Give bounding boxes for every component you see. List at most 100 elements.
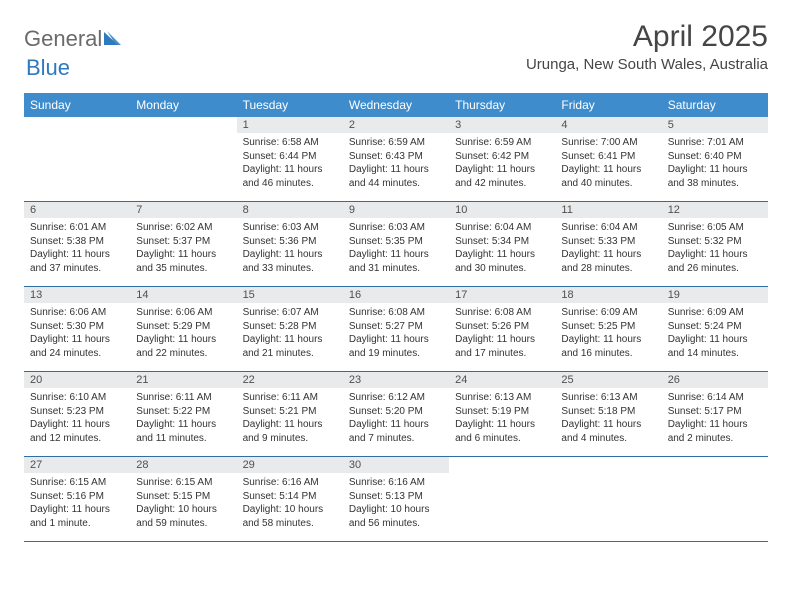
calendar-week-row: 13Sunrise: 6:06 AMSunset: 5:30 PMDayligh… [24,287,768,372]
day-details: Sunrise: 6:13 AMSunset: 5:19 PMDaylight:… [449,388,555,449]
calendar-day-cell: 5Sunrise: 7:01 AMSunset: 6:40 PMDaylight… [662,117,768,202]
day-details: Sunrise: 6:59 AMSunset: 6:42 PMDaylight:… [449,133,555,194]
calendar-day-cell: 18Sunrise: 6:09 AMSunset: 5:25 PMDayligh… [555,287,661,372]
calendar-week-row: 20Sunrise: 6:10 AMSunset: 5:23 PMDayligh… [24,372,768,457]
calendar-page: General April 2025 Urunga, New South Wal… [0,0,792,562]
calendar-day-cell: 20Sunrise: 6:10 AMSunset: 5:23 PMDayligh… [24,372,130,457]
day-details: Sunrise: 6:15 AMSunset: 5:15 PMDaylight:… [130,473,236,534]
day-number: 30 [343,457,449,473]
calendar-day-cell [24,117,130,202]
day-details: Sunrise: 6:06 AMSunset: 5:29 PMDaylight:… [130,303,236,364]
day-details: Sunrise: 6:58 AMSunset: 6:44 PMDaylight:… [237,133,343,194]
calendar-day-cell: 10Sunrise: 6:04 AMSunset: 5:34 PMDayligh… [449,202,555,287]
day-number: 19 [662,287,768,303]
day-details: Sunrise: 6:04 AMSunset: 5:34 PMDaylight:… [449,218,555,279]
day-details: Sunrise: 6:05 AMSunset: 5:32 PMDaylight:… [662,218,768,279]
calendar-day-cell: 24Sunrise: 6:13 AMSunset: 5:19 PMDayligh… [449,372,555,457]
day-number: 20 [24,372,130,388]
calendar-day-cell: 17Sunrise: 6:08 AMSunset: 5:26 PMDayligh… [449,287,555,372]
location-subtitle: Urunga, New South Wales, Australia [526,56,768,73]
calendar-day-cell: 23Sunrise: 6:12 AMSunset: 5:20 PMDayligh… [343,372,449,457]
title-block: April 2025 Urunga, New South Wales, Aust… [526,20,768,73]
calendar-day-cell: 26Sunrise: 6:14 AMSunset: 5:17 PMDayligh… [662,372,768,457]
calendar-day-cell: 2Sunrise: 6:59 AMSunset: 6:43 PMDaylight… [343,117,449,202]
day-details: Sunrise: 6:14 AMSunset: 5:17 PMDaylight:… [662,388,768,449]
day-number: 7 [130,202,236,218]
calendar-day-cell: 22Sunrise: 6:11 AMSunset: 5:21 PMDayligh… [237,372,343,457]
day-number: 27 [24,457,130,473]
calendar-day-cell: 8Sunrise: 6:03 AMSunset: 5:36 PMDaylight… [237,202,343,287]
day-number: 25 [555,372,661,388]
day-details: Sunrise: 6:16 AMSunset: 5:13 PMDaylight:… [343,473,449,534]
day-details: Sunrise: 6:02 AMSunset: 5:37 PMDaylight:… [130,218,236,279]
day-number: 10 [449,202,555,218]
calendar-day-cell: 29Sunrise: 6:16 AMSunset: 5:14 PMDayligh… [237,457,343,542]
day-number: 12 [662,202,768,218]
logo-text-blue: Blue [26,55,70,80]
calendar-day-cell: 9Sunrise: 6:03 AMSunset: 5:35 PMDaylight… [343,202,449,287]
day-details: Sunrise: 6:11 AMSunset: 5:22 PMDaylight:… [130,388,236,449]
day-number: 11 [555,202,661,218]
logo: General [24,26,128,52]
day-number: 15 [237,287,343,303]
day-details: Sunrise: 6:04 AMSunset: 5:33 PMDaylight:… [555,218,661,279]
calendar-body: 1Sunrise: 6:58 AMSunset: 6:44 PMDaylight… [24,117,768,542]
day-details: Sunrise: 6:10 AMSunset: 5:23 PMDaylight:… [24,388,130,449]
calendar-day-cell: 30Sunrise: 6:16 AMSunset: 5:13 PMDayligh… [343,457,449,542]
calendar-day-cell: 28Sunrise: 6:15 AMSunset: 5:15 PMDayligh… [130,457,236,542]
calendar-day-cell: 15Sunrise: 6:07 AMSunset: 5:28 PMDayligh… [237,287,343,372]
calendar-day-cell: 4Sunrise: 7:00 AMSunset: 6:41 PMDaylight… [555,117,661,202]
calendar-week-row: 1Sunrise: 6:58 AMSunset: 6:44 PMDaylight… [24,117,768,202]
day-header: Wednesday [343,93,449,117]
calendar-day-cell: 19Sunrise: 6:09 AMSunset: 5:24 PMDayligh… [662,287,768,372]
calendar-day-cell: 11Sunrise: 6:04 AMSunset: 5:33 PMDayligh… [555,202,661,287]
calendar-day-cell: 6Sunrise: 6:01 AMSunset: 5:38 PMDaylight… [24,202,130,287]
logo-triangle-icon [104,29,126,50]
day-details: Sunrise: 6:16 AMSunset: 5:14 PMDaylight:… [237,473,343,534]
calendar-day-cell: 14Sunrise: 6:06 AMSunset: 5:29 PMDayligh… [130,287,236,372]
month-title: April 2025 [526,20,768,54]
day-details: Sunrise: 6:59 AMSunset: 6:43 PMDaylight:… [343,133,449,194]
day-number: 2 [343,117,449,133]
day-details: Sunrise: 6:03 AMSunset: 5:36 PMDaylight:… [237,218,343,279]
day-details: Sunrise: 6:01 AMSunset: 5:38 PMDaylight:… [24,218,130,279]
calendar-header-row: SundayMondayTuesdayWednesdayThursdayFrid… [24,93,768,117]
day-header: Friday [555,93,661,117]
day-number: 8 [237,202,343,218]
calendar-day-cell: 12Sunrise: 6:05 AMSunset: 5:32 PMDayligh… [662,202,768,287]
calendar-table: SundayMondayTuesdayWednesdayThursdayFrid… [24,93,768,542]
day-number: 22 [237,372,343,388]
calendar-week-row: 27Sunrise: 6:15 AMSunset: 5:16 PMDayligh… [24,457,768,542]
calendar-day-cell: 7Sunrise: 6:02 AMSunset: 5:37 PMDaylight… [130,202,236,287]
day-number: 16 [343,287,449,303]
day-number: 14 [130,287,236,303]
day-details: Sunrise: 6:08 AMSunset: 5:27 PMDaylight:… [343,303,449,364]
day-details: Sunrise: 7:01 AMSunset: 6:40 PMDaylight:… [662,133,768,194]
day-details: Sunrise: 6:13 AMSunset: 5:18 PMDaylight:… [555,388,661,449]
calendar-day-cell [130,117,236,202]
day-number: 29 [237,457,343,473]
day-header: Thursday [449,93,555,117]
day-number: 9 [343,202,449,218]
day-number: 3 [449,117,555,133]
day-number: 1 [237,117,343,133]
calendar-day-cell: 27Sunrise: 6:15 AMSunset: 5:16 PMDayligh… [24,457,130,542]
day-details: Sunrise: 6:09 AMSunset: 5:25 PMDaylight:… [555,303,661,364]
calendar-day-cell: 16Sunrise: 6:08 AMSunset: 5:27 PMDayligh… [343,287,449,372]
logo-text-gray: General [24,26,102,52]
day-number: 24 [449,372,555,388]
day-details: Sunrise: 6:06 AMSunset: 5:30 PMDaylight:… [24,303,130,364]
day-number: 18 [555,287,661,303]
calendar-day-cell [449,457,555,542]
day-details: Sunrise: 6:07 AMSunset: 5:28 PMDaylight:… [237,303,343,364]
day-number: 26 [662,372,768,388]
day-header: Tuesday [237,93,343,117]
day-details: Sunrise: 7:00 AMSunset: 6:41 PMDaylight:… [555,133,661,194]
calendar-day-cell: 21Sunrise: 6:11 AMSunset: 5:22 PMDayligh… [130,372,236,457]
day-number: 5 [662,117,768,133]
day-header: Saturday [662,93,768,117]
calendar-day-cell: 13Sunrise: 6:06 AMSunset: 5:30 PMDayligh… [24,287,130,372]
calendar-day-cell: 1Sunrise: 6:58 AMSunset: 6:44 PMDaylight… [237,117,343,202]
day-details: Sunrise: 6:12 AMSunset: 5:20 PMDaylight:… [343,388,449,449]
calendar-day-cell: 3Sunrise: 6:59 AMSunset: 6:42 PMDaylight… [449,117,555,202]
